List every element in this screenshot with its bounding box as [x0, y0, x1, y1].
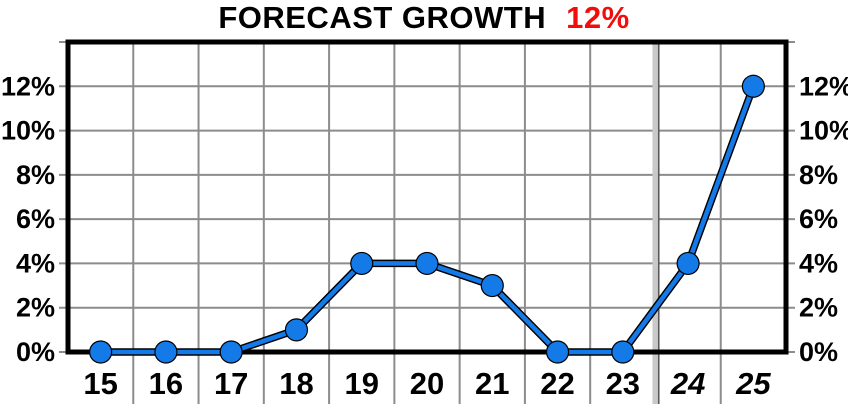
data-point: [416, 253, 438, 274]
y-tick-label-right: 2%: [799, 293, 838, 323]
chart-title: FORECAST GROWTH 12%: [0, 0, 848, 38]
x-tick-label: 23: [606, 366, 640, 401]
y-tick-label-left: 4%: [16, 248, 55, 278]
x-tick-label: 22: [540, 366, 574, 401]
y-tick-label-right: 8%: [799, 160, 838, 190]
x-tick-label: 25: [735, 366, 771, 401]
y-tick-label-left: 10%: [1, 116, 55, 146]
x-tick-label: 20: [410, 366, 444, 401]
y-tick-label-right: 10%: [799, 116, 848, 146]
x-tick-label: 17: [214, 366, 248, 401]
y-tick-label-left: 12%: [1, 71, 55, 101]
x-tick-label: 15: [83, 366, 117, 401]
x-tick-label: 19: [344, 366, 378, 401]
data-point: [547, 341, 568, 363]
y-tick-label-left: 0%: [16, 337, 55, 367]
y-tick-label-right: 4%: [799, 248, 838, 278]
x-tick-label: 16: [149, 366, 183, 401]
y-tick-label-right: 12%: [799, 71, 848, 101]
chart-title-highlight-value: 12%: [566, 0, 630, 35]
y-tick-label-right: 6%: [799, 204, 838, 234]
data-point: [677, 253, 699, 274]
plot-border: [65, 39, 789, 355]
x-tick-label: 18: [279, 366, 313, 401]
x-tick-label: 21: [475, 366, 509, 401]
data-point: [220, 341, 242, 363]
data-point: [612, 341, 634, 363]
x-tick-label: 24: [670, 366, 705, 401]
y-tick-label-left: 8%: [16, 160, 55, 190]
y-tick-label-left: 2%: [16, 293, 55, 323]
data-point: [286, 319, 307, 341]
chart-title-text: FORECAST GROWTH: [218, 0, 547, 35]
data-point: [742, 75, 764, 97]
data-point: [351, 253, 373, 274]
data-point: [481, 275, 503, 296]
y-tick-label-left: 6%: [16, 204, 55, 234]
y-tick-label-right: 0%: [799, 337, 838, 367]
data-point: [155, 341, 177, 363]
data-point: [90, 341, 112, 363]
